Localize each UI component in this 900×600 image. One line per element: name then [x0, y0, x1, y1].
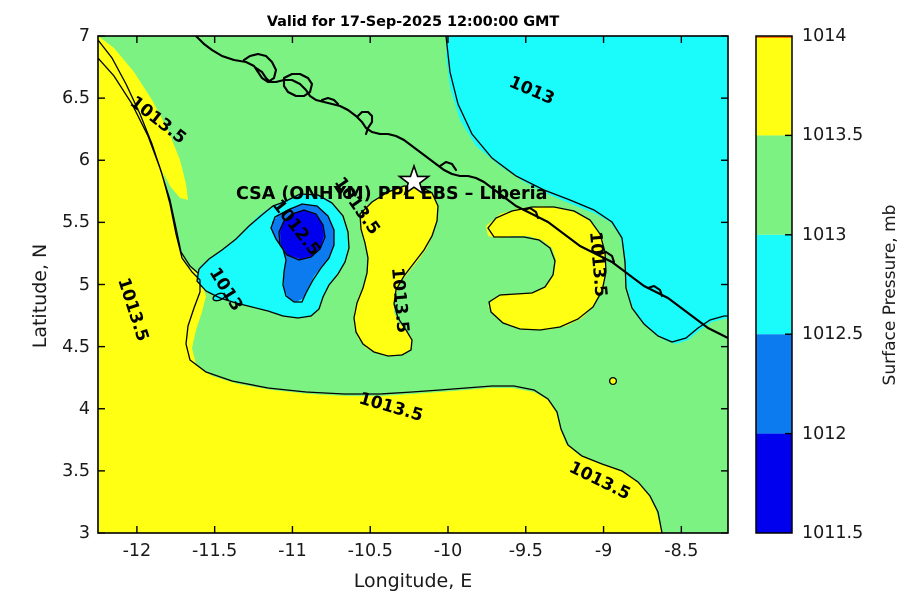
x-tick-label: -12: [122, 541, 152, 561]
colorbar-band: [756, 433, 792, 533]
coastline-lagoon: [282, 72, 314, 98]
contour-line-1013-ne: [445, 36, 728, 343]
site-label: CSA (ONHYM) PPL EBS – Liberia: [236, 184, 547, 204]
contour-line-layer: [98, 36, 728, 533]
colorbar-band: [756, 36, 792, 136]
x-tick-marks: [136, 36, 683, 533]
colorbar-tick-label: 1012: [802, 423, 847, 444]
coastline-detail-f: [598, 250, 616, 264]
contour-band-1013_5-sw: [98, 36, 662, 533]
colorbar[interactable]: [755, 35, 793, 534]
contour-line-1011_5-core: [278, 209, 326, 261]
y-tick-marks: [98, 35, 728, 534]
colorbar-tick-label: 1013.5: [802, 125, 864, 146]
contour-line-speck: [212, 292, 226, 302]
coastline-main: [194, 36, 728, 340]
colorbar-label: Surface Pressure, mb: [880, 204, 900, 386]
y-tick-label: 3.5: [62, 460, 90, 481]
coastline-inlet: [242, 52, 278, 84]
contour-band-1012_5-ne: [446, 36, 728, 344]
coastline-layer: [194, 36, 728, 340]
contour-patch-isolated: [609, 377, 617, 385]
colorbar-band: [756, 234, 792, 335]
x-axis-label: Longitude, E: [353, 570, 473, 592]
contour-patch-nw-yellow: [98, 60, 198, 354]
star-icon: [397, 163, 431, 196]
colorbar-frame: [755, 35, 793, 534]
colorbar-band: [756, 334, 792, 434]
coastline-detail-a: [254, 66, 272, 84]
colorbar-tick-label: 1012.5: [802, 324, 864, 345]
site-marker-group: [397, 163, 431, 196]
contour-line-1013_5-nw: [98, 57, 199, 274]
x-tick-label: -9.5: [508, 541, 543, 561]
contour-fill-layer: [98, 36, 728, 533]
y-tick-label: 6.5: [62, 88, 90, 109]
contour-line-1012: [270, 203, 335, 303]
contour-band-1013_5-central: [354, 186, 438, 356]
coastline-detail-b: [320, 96, 340, 106]
contour-line-1013_5-central: [353, 185, 439, 357]
colorbar-tick-label: 1013: [802, 224, 847, 245]
coastline-detail-g: [646, 284, 664, 298]
coastline-detail-e: [522, 206, 540, 220]
coastline-detail-c: [356, 110, 374, 136]
y-tick-label: 4: [78, 398, 90, 419]
page-title: Valid for 17-Sep-2025 12:00:00 GMT: [266, 14, 560, 30]
y-axis-label: Latitude, N: [29, 243, 51, 349]
colorbar-band: [756, 135, 792, 235]
colorbar-tick-label: 1011.5: [802, 523, 864, 543]
y-tick-label: 4.5: [62, 336, 90, 357]
colorbar-tick-marks: [785, 134, 792, 435]
x-tick-label: -11: [278, 541, 307, 561]
contour-line-1013_5-east-lobe: [487, 206, 607, 331]
colorbar-band: [756, 36, 792, 38]
x-tick-label: -10.5: [347, 541, 393, 561]
y-tick-label: 5: [78, 274, 90, 295]
contour-line-1013_5-sw: [98, 39, 663, 533]
colorbar-tick-label: 1014: [802, 26, 847, 46]
x-tick-label: -9: [594, 541, 613, 561]
y-tick-label: 7: [78, 26, 90, 46]
x-tick-label: -11.5: [192, 541, 238, 561]
contour-band-1013_5-nw: [98, 36, 188, 200]
x-tick-label: -8.5: [664, 541, 699, 561]
contour-band-1013_5-east-lobe: [486, 206, 606, 330]
y-tick-label: 6: [78, 150, 90, 171]
contour-line-isolated: [608, 376, 618, 386]
contour-band-1011_5-core: [280, 210, 324, 259]
contour-line-1012_5: [196, 193, 350, 319]
y-tick-label: 3: [78, 523, 90, 543]
y-tick-label: 5.5: [62, 212, 90, 233]
colorbar-bands: [756, 36, 792, 533]
x-tick-label: -10: [433, 541, 463, 561]
coastline-detail-d: [438, 160, 458, 172]
axes-frame: [97, 35, 729, 534]
